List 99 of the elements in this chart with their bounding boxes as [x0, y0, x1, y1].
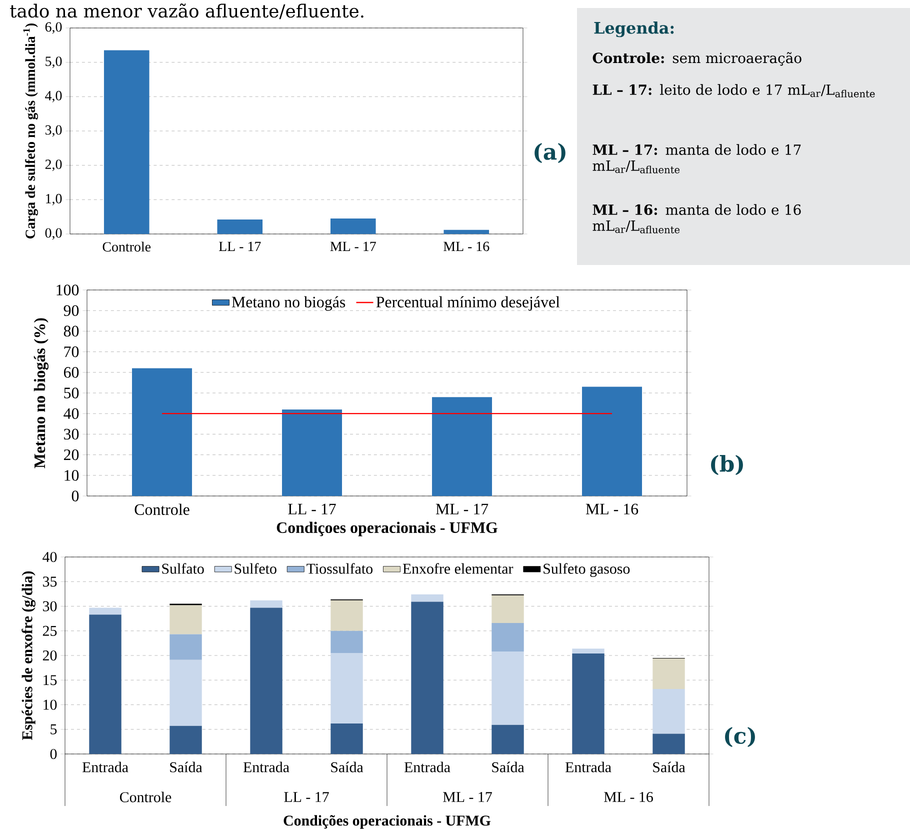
bar — [250, 608, 282, 754]
bar — [250, 600, 282, 608]
y-tick-label: 25 — [42, 626, 57, 636]
bar — [330, 630, 363, 654]
x-tick-label: Saída — [331, 762, 364, 772]
bar — [492, 724, 524, 754]
x-tick-label: LL - 17 — [218, 242, 261, 251]
bar — [89, 614, 122, 754]
text: tado na menor vazão afluente/efluente. — [10, 3, 364, 20]
bar — [330, 653, 363, 724]
y-tick-label: 5 — [50, 724, 57, 734]
y-tick-label: 40 — [42, 552, 57, 562]
legend-label: Enxofre elementar — [402, 563, 514, 574]
y-tick-label: 2,0 — [45, 160, 62, 172]
bar — [104, 50, 150, 234]
y-tick-label: 10 — [44, 700, 57, 710]
bar — [330, 218, 376, 234]
y-tick-label: 30 — [64, 428, 79, 440]
bar — [444, 230, 490, 234]
text: ML – 17: manta de lodo e 17 mL$_{ar}$/L$_{afluente}$ — [592, 144, 801, 174]
x-tick-label: ML - 17 — [436, 504, 488, 514]
x-axis-title: Condiçoes operacionais - UFMG — [276, 522, 498, 536]
x-tick-label: Entrada — [565, 762, 612, 772]
bar — [330, 600, 363, 631]
y-tick-label: 4,0 — [45, 90, 62, 102]
bar — [492, 622, 524, 652]
y-tick-label: 60 — [64, 367, 79, 378]
y-tick-label: 5,0 — [46, 56, 62, 68]
y-tick-label: 0 — [50, 748, 57, 760]
text: Controle: sem microaeração — [592, 52, 802, 66]
legend-label: Sulfeto — [234, 563, 276, 574]
text: LL - 17 — [284, 792, 329, 802]
text: ML - 16 — [604, 792, 653, 802]
y-axis-title: Espécies de enxofre (g/dia) — [22, 571, 36, 740]
x-tick-label: Controle — [102, 242, 151, 252]
text: (c) — [725, 726, 755, 748]
bar — [652, 658, 685, 689]
x-tick-label: Saída — [653, 762, 686, 772]
bar — [217, 220, 263, 234]
y-tick-label: 50 — [64, 388, 79, 398]
bar — [330, 723, 363, 754]
bar — [170, 634, 202, 660]
legend-label: Percentual mínimo desejável — [376, 296, 560, 311]
text: ML – 16: manta de lodo e 16 mL$_{ar}$/L$_{afluente}$ — [592, 204, 801, 234]
text: Controle — [120, 792, 172, 802]
y-tick-label: 80 — [64, 326, 79, 337]
x-tick-label: ML - 17 — [330, 242, 376, 251]
x-tick-label: Saída — [170, 762, 202, 772]
y-tick-label: 6,0 — [45, 22, 62, 34]
bar — [132, 368, 192, 496]
x-tick-label: ML - 16 — [586, 504, 638, 514]
x-tick-label: ML - 16 — [444, 242, 490, 252]
x-tick-label: LL - 17 — [288, 504, 336, 514]
y-tick-label: 100 — [56, 284, 79, 296]
bar — [652, 688, 685, 734]
x-tick-label: Saída — [492, 762, 524, 772]
legend-label: Sulfato — [162, 563, 204, 574]
x-tick-label: Entrada — [243, 762, 290, 772]
text: (b) — [711, 454, 743, 476]
y-tick-label: 30 — [43, 601, 57, 612]
bar — [652, 734, 685, 754]
legend-label: Tiossulfato — [306, 563, 372, 574]
text: (a) — [534, 142, 566, 164]
text: Legenda: — [594, 22, 674, 38]
y-axis-title: Metano no biogás (%) — [34, 318, 48, 468]
bar — [170, 605, 202, 634]
y-tick-label: 20 — [42, 650, 57, 661]
bar — [170, 660, 202, 726]
bar — [492, 652, 524, 725]
bar — [411, 594, 444, 602]
legend-label: Sulfeto gasoso — [544, 563, 630, 577]
legend-label: Metano no biogás — [232, 296, 346, 311]
bar — [411, 602, 444, 754]
y-axis-title: Carga de sulfeto no gás (mmol.dia$^{-1}$) — [23, 23, 38, 238]
bar — [572, 648, 604, 654]
y-tick-label: 10 — [64, 470, 79, 481]
bar — [582, 386, 642, 496]
text: ML - 17 — [443, 792, 492, 802]
x-tick-label: Entrada — [404, 762, 450, 772]
y-tick-label: 3,0 — [45, 125, 62, 137]
bar — [282, 409, 342, 496]
bar — [432, 397, 492, 496]
bar — [89, 608, 122, 615]
bar — [492, 595, 524, 623]
y-tick-label: 15 — [44, 675, 57, 686]
y-tick-label: 1,0 — [46, 194, 62, 206]
y-tick-label: 35 — [43, 576, 57, 587]
bar — [572, 654, 604, 754]
bar — [170, 726, 202, 754]
x-tick-label: Entrada — [82, 762, 128, 772]
x-axis-title: Condições operacionais - UFMG — [284, 815, 491, 829]
x-tick-label: Controle — [134, 504, 190, 515]
y-tick-label: 90 — [64, 305, 79, 316]
y-tick-label: 70 — [64, 346, 79, 358]
text: LL – 17: leito de lodo e 17 mL$_{ar}$/L$_{afluente}$ — [592, 84, 875, 98]
y-tick-label: 40 — [64, 408, 79, 419]
y-tick-label: 20 — [64, 449, 79, 460]
y-tick-label: 0 — [72, 490, 79, 502]
y-tick-label: 0,0 — [45, 228, 62, 240]
